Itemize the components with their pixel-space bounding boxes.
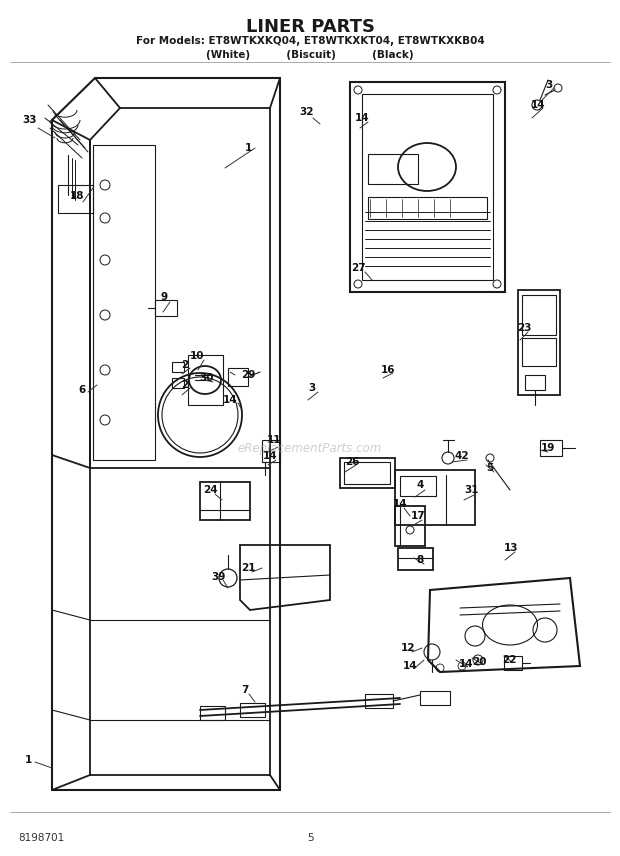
Text: 8198701: 8198701 xyxy=(18,833,64,843)
Bar xyxy=(200,482,250,520)
Text: 12: 12 xyxy=(401,643,415,653)
Text: 39: 39 xyxy=(211,572,225,582)
Text: eReplacementParts.com: eReplacementParts.com xyxy=(238,442,382,455)
Text: 18: 18 xyxy=(69,191,84,201)
Bar xyxy=(172,378,184,388)
Text: 32: 32 xyxy=(299,107,314,117)
Bar xyxy=(420,691,450,705)
Bar xyxy=(240,703,265,717)
Bar xyxy=(262,440,280,462)
Bar xyxy=(344,462,390,484)
Text: 4: 4 xyxy=(416,480,423,490)
Bar xyxy=(172,362,184,372)
Bar xyxy=(522,338,556,366)
Bar xyxy=(522,295,556,335)
Bar xyxy=(350,82,505,292)
Text: 29: 29 xyxy=(241,370,255,380)
Text: 5: 5 xyxy=(486,463,494,473)
Text: 24: 24 xyxy=(203,485,218,495)
Text: 33: 33 xyxy=(23,115,37,125)
Text: For Models: ET8WTKXKQ04, ET8WTKXKT04, ET8WTKXKB04: For Models: ET8WTKXKQ04, ET8WTKXKT04, ET… xyxy=(136,36,484,46)
Text: 20: 20 xyxy=(472,657,486,667)
Bar xyxy=(540,440,562,456)
Text: 13: 13 xyxy=(503,543,518,553)
Bar xyxy=(340,458,395,488)
Text: LINER PARTS: LINER PARTS xyxy=(246,18,374,36)
Bar xyxy=(368,197,487,219)
Text: 5: 5 xyxy=(307,833,313,843)
Text: 6: 6 xyxy=(78,385,86,395)
Text: 1: 1 xyxy=(24,755,32,765)
Bar xyxy=(58,185,93,213)
Bar xyxy=(362,94,493,280)
Text: 10: 10 xyxy=(190,351,204,361)
Text: 14: 14 xyxy=(355,113,370,123)
Text: 14: 14 xyxy=(402,661,417,671)
Text: 26: 26 xyxy=(345,457,359,467)
Bar xyxy=(200,706,225,720)
Text: 19: 19 xyxy=(541,443,555,453)
Text: 2: 2 xyxy=(182,380,188,390)
Text: 31: 31 xyxy=(465,485,479,495)
Text: 22: 22 xyxy=(502,655,516,665)
Bar xyxy=(400,476,436,496)
Text: 14: 14 xyxy=(459,659,473,669)
Bar xyxy=(228,368,248,386)
Text: 2: 2 xyxy=(182,360,188,370)
Bar xyxy=(525,375,545,390)
Text: 17: 17 xyxy=(410,511,425,521)
Text: 30: 30 xyxy=(200,373,215,383)
Bar xyxy=(518,290,560,395)
Text: 14: 14 xyxy=(392,499,407,509)
Text: 27: 27 xyxy=(351,263,365,273)
Text: 3: 3 xyxy=(308,383,316,393)
Text: 42: 42 xyxy=(454,451,469,461)
Text: (White)          (Biscuit)          (Black): (White) (Biscuit) (Black) xyxy=(206,50,414,60)
Bar xyxy=(504,656,522,670)
Text: 1: 1 xyxy=(244,143,252,153)
Text: 14: 14 xyxy=(531,100,546,110)
Text: 8: 8 xyxy=(417,555,423,565)
Bar xyxy=(398,548,433,570)
Bar xyxy=(368,154,418,184)
Bar xyxy=(188,355,223,405)
Text: 16: 16 xyxy=(381,365,396,375)
Text: 7: 7 xyxy=(241,685,249,695)
Bar xyxy=(365,694,393,708)
Bar xyxy=(155,300,177,316)
Bar xyxy=(395,470,475,525)
Text: 14: 14 xyxy=(263,451,277,461)
Bar xyxy=(395,506,425,546)
Text: 14: 14 xyxy=(223,395,237,405)
Text: 21: 21 xyxy=(241,563,255,573)
Text: 23: 23 xyxy=(516,323,531,333)
Text: 9: 9 xyxy=(161,292,167,302)
Text: 11: 11 xyxy=(267,435,281,445)
Text: 3: 3 xyxy=(546,80,552,90)
